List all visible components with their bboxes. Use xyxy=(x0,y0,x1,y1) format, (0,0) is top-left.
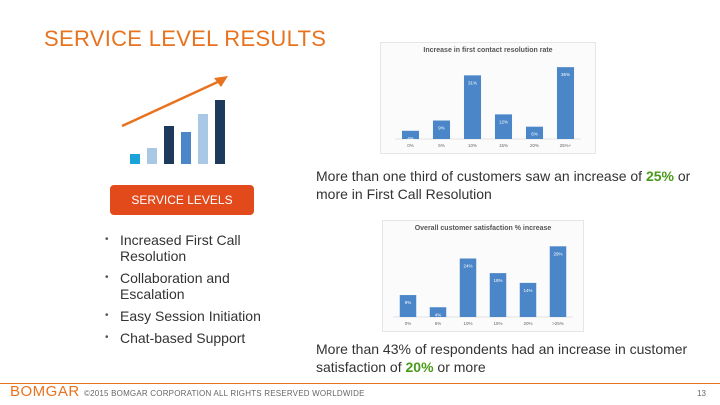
x-tick-label: 0% xyxy=(405,321,412,326)
chart-bar xyxy=(494,114,513,139)
bullet-item: • Increased First Call Resolution xyxy=(105,232,241,264)
bullet-item: • Collaboration and Escalation xyxy=(105,270,230,302)
chart-bar xyxy=(489,273,507,317)
bar-value-label: 9% xyxy=(438,126,445,131)
x-tick-label: 10% xyxy=(468,143,477,148)
chart-bar xyxy=(463,75,482,139)
bar-value-label: 14% xyxy=(523,288,532,293)
chart-bar xyxy=(401,130,420,139)
chart-bar xyxy=(525,126,544,139)
service-levels-list: • Increased First Call Resolution • Collab… xyxy=(102,232,282,352)
customer-satisfaction-chart: Overall customer satisfaction % increase… xyxy=(382,220,584,332)
footer-divider xyxy=(0,383,720,384)
chart-bar xyxy=(519,282,537,317)
chart-plot: 4% 0% 9% 5% 31% 10% 12% 15% 6% 20% 35% 25%+ xyxy=(395,67,581,148)
x-tick-label: 15% xyxy=(493,321,502,326)
bar-value-label: 35% xyxy=(561,72,570,77)
bar-value-label: 4% xyxy=(407,136,414,141)
bullet-item: • Chat-based Support xyxy=(105,330,246,346)
caption-text: or more xyxy=(433,359,486,375)
service-levels-badge: SERVICE LEVELS xyxy=(110,185,254,215)
chart-bar xyxy=(549,246,567,317)
x-tick-label: >25% xyxy=(552,321,564,326)
bar-value-label: 6% xyxy=(531,132,538,137)
x-tick-label: 10% xyxy=(463,321,472,326)
caption-highlight: 20% xyxy=(405,359,434,375)
bullet-item: • Easy Session Initiation xyxy=(105,308,261,324)
x-tick-label: 5% xyxy=(435,321,442,326)
caption-text: More than one third of customers saw an … xyxy=(316,168,646,184)
first-call-resolution-caption: More than one third of customers saw an … xyxy=(316,167,696,203)
bar-value-label: 4% xyxy=(435,312,442,317)
chart-bar xyxy=(459,258,477,317)
copyright-text: ©2015 BOMGAR CORPORATION ALL RIGHTS RESE… xyxy=(84,389,365,398)
chart-bar xyxy=(556,67,575,139)
bullet-text: Chat-based Support xyxy=(120,330,246,346)
x-tick-label: 20% xyxy=(523,321,532,326)
slide-title: SERVICE LEVEL RESULTS xyxy=(44,26,327,51)
x-tick-label: 0% xyxy=(407,143,414,148)
caption-text: More than 43% of respondents had an incr… xyxy=(316,341,688,375)
page-number: 13 xyxy=(697,389,706,398)
bullet-text: Collaboration and Escalation xyxy=(120,270,230,302)
x-tick-label: 25%+ xyxy=(560,143,572,148)
chart-bar xyxy=(399,295,417,317)
bullet-text: Increased First Call Resolution xyxy=(120,232,241,264)
bar-value-label: 29% xyxy=(553,251,562,256)
chart-title: Increase in first contact resolution rat… xyxy=(423,47,553,54)
bullet-text: Easy Session Initiation xyxy=(120,308,261,324)
bar-value-label: 12% xyxy=(499,119,508,124)
bar-value-label: 9% xyxy=(405,300,412,305)
caption-text: or more in First Call Resolution xyxy=(316,168,691,202)
x-tick-label: 5% xyxy=(438,143,445,148)
x-tick-label: 15% xyxy=(499,143,508,148)
x-tick-label: 20% xyxy=(530,143,539,148)
first-contact-resolution-chart: Increase in first contact resolution rat… xyxy=(380,42,596,154)
caption-highlight: 25% xyxy=(645,168,674,184)
bar-value-label: 24% xyxy=(463,264,472,269)
chart-bar xyxy=(429,307,447,317)
chart-plot: 9% 0% 4% 5% 24% 10% 18% 15% 14% 20% 29% >25% xyxy=(393,246,573,326)
bomgar-logo: BOMGAR xyxy=(10,383,80,400)
chart-title: Overall customer satisfaction % increase xyxy=(414,225,552,232)
customer-satisfaction-caption: More than 43% of respondents had an incr… xyxy=(316,340,696,376)
bar-value-label: 31% xyxy=(468,80,477,85)
growth-chart-icon xyxy=(121,76,228,164)
bar-value-label: 18% xyxy=(493,278,502,283)
chart-bar xyxy=(432,120,451,139)
